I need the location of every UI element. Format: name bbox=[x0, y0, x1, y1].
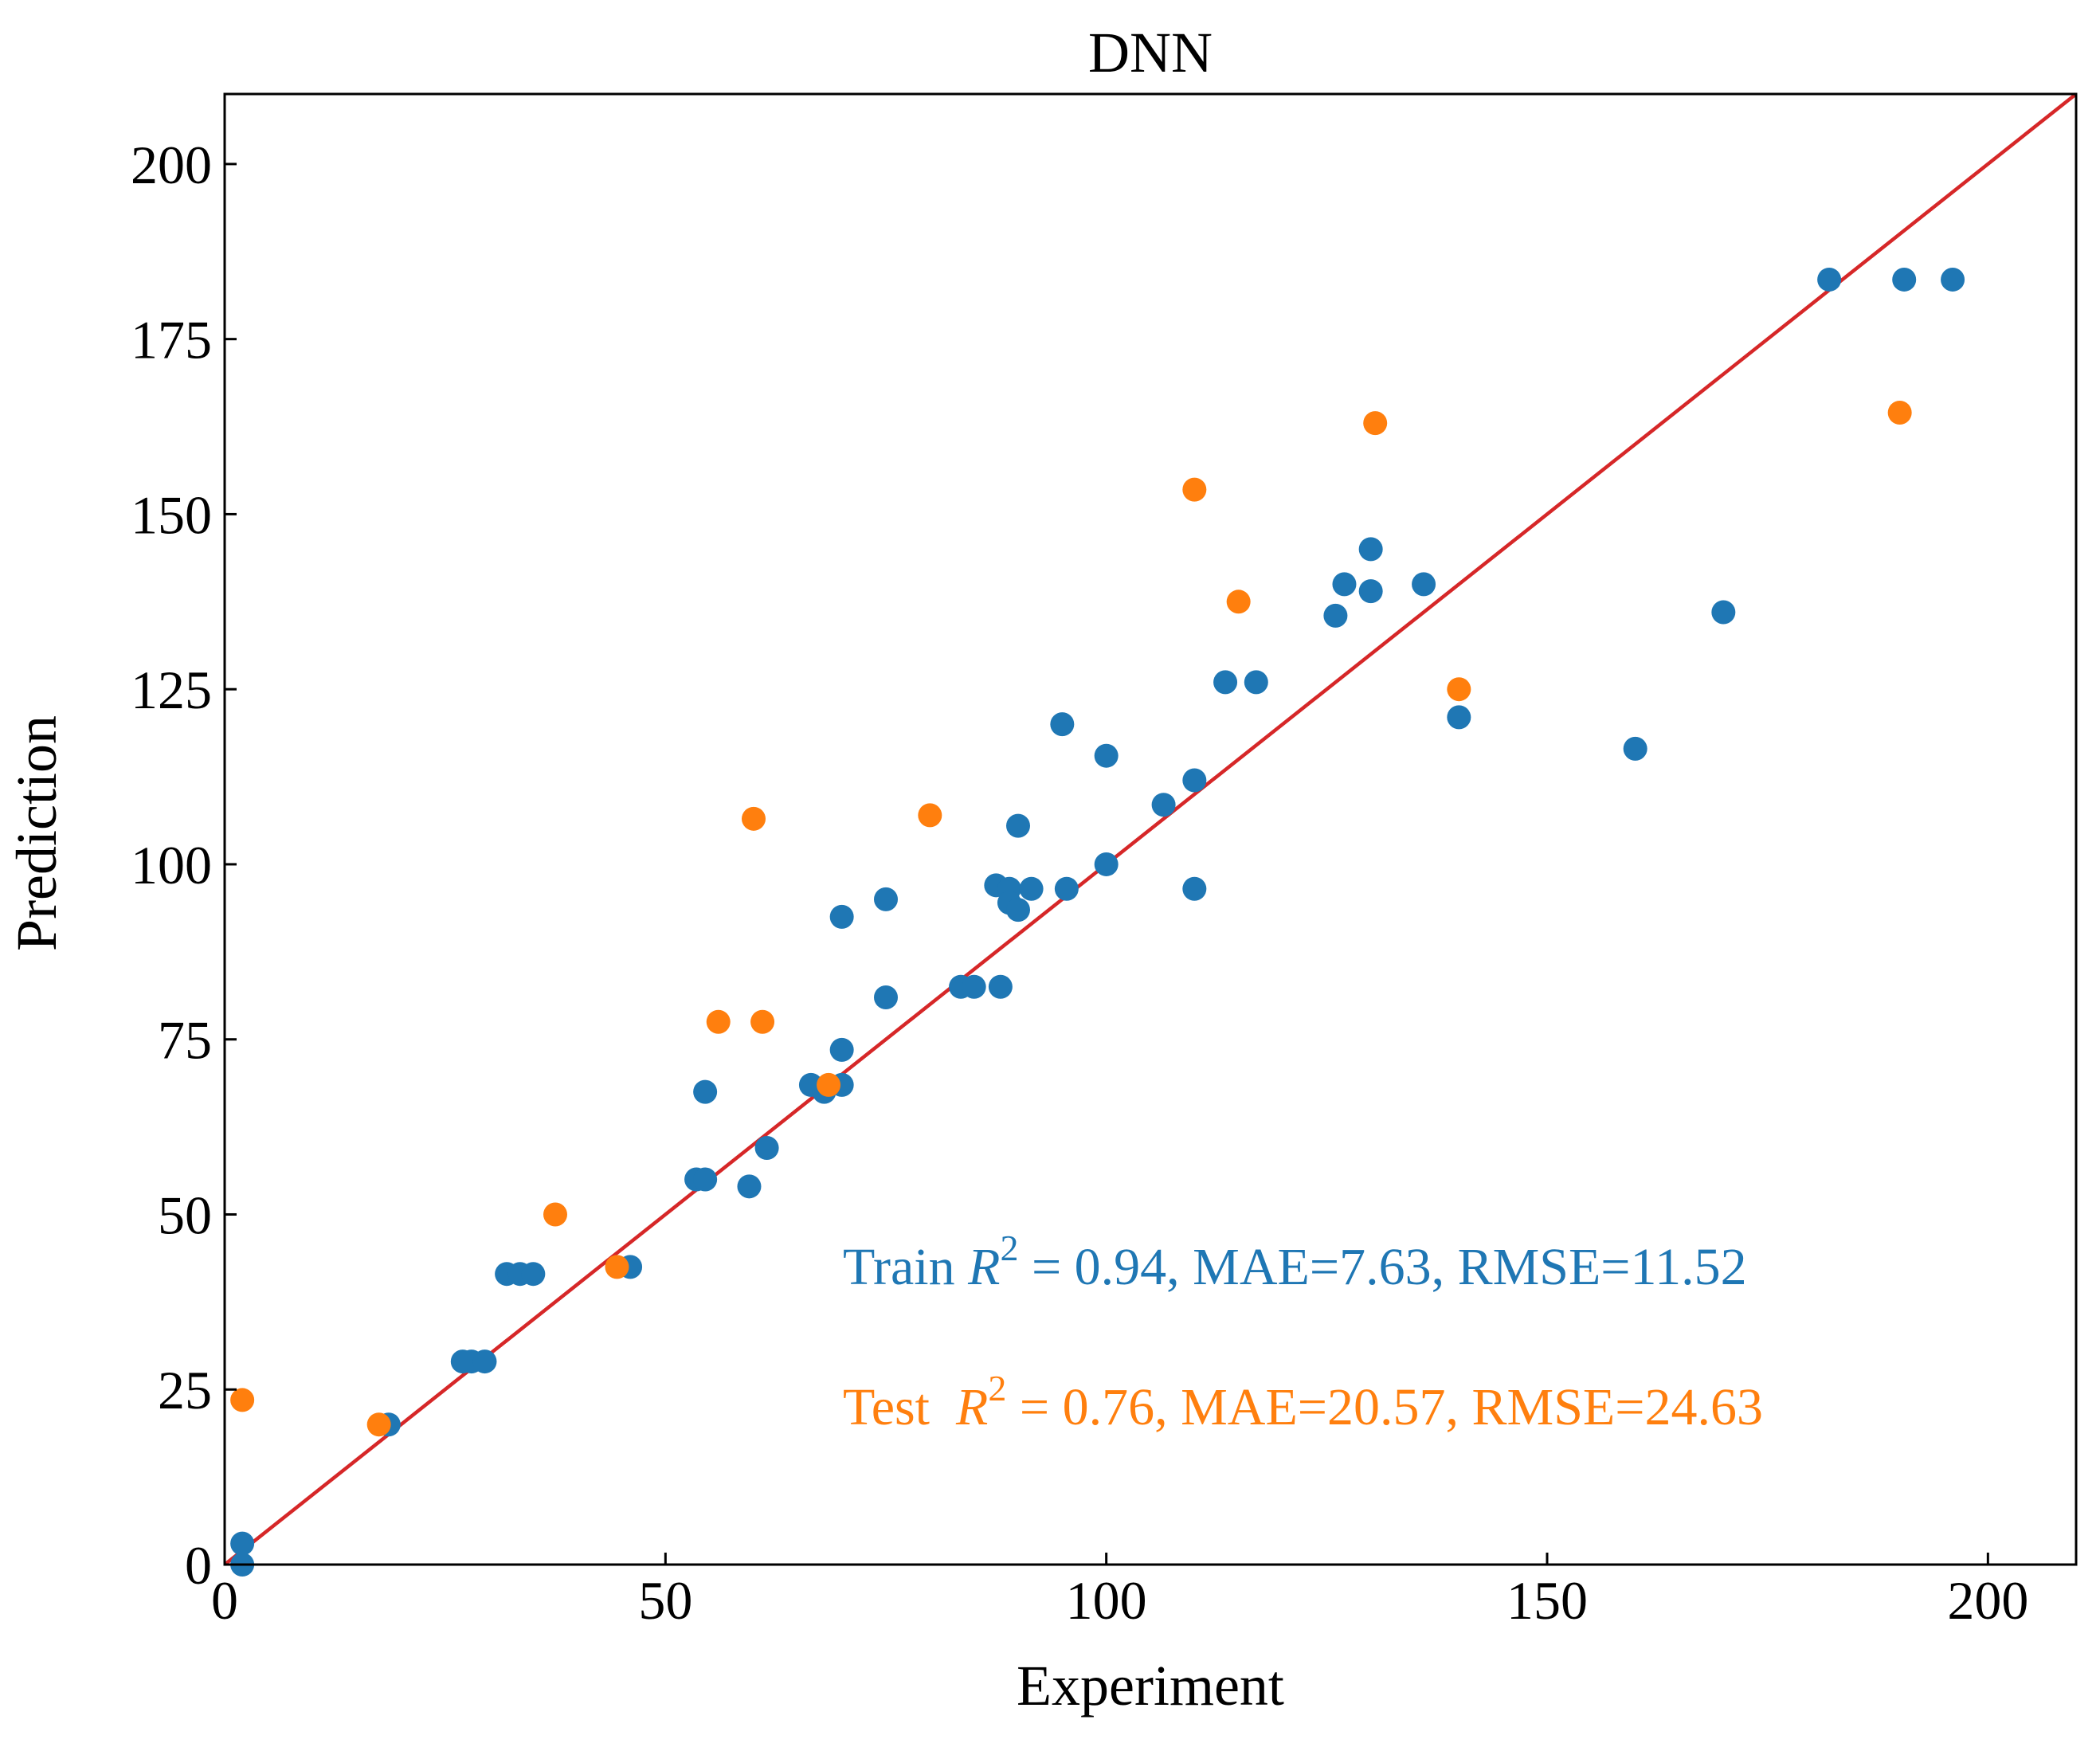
data-point bbox=[230, 1388, 255, 1412]
data-point bbox=[1019, 876, 1044, 901]
annotation-r-symbol: R bbox=[967, 1238, 1000, 1296]
data-point bbox=[1226, 590, 1251, 614]
data-point bbox=[1941, 267, 1965, 292]
x-tick-label: 150 bbox=[1506, 1570, 1588, 1631]
annotation-equals: = bbox=[1006, 1378, 1062, 1436]
data-point bbox=[1151, 793, 1176, 817]
data-point bbox=[1182, 768, 1207, 793]
data-point bbox=[521, 1262, 546, 1287]
data-point bbox=[874, 887, 898, 911]
metrics-annotation-train: Train R2 = 0.94, MAE=7.63, RMSE=11.52 bbox=[843, 1228, 1747, 1296]
data-points-layer bbox=[230, 267, 1965, 1577]
data-point bbox=[1358, 537, 1383, 562]
data-point bbox=[1006, 813, 1030, 838]
x-tick-label: 100 bbox=[1066, 1570, 1147, 1631]
y-tick-label: 50 bbox=[158, 1185, 212, 1245]
data-point bbox=[1332, 572, 1357, 597]
annotation-r2-value: 0.76 bbox=[1063, 1378, 1155, 1436]
x-tick-label: 200 bbox=[1947, 1570, 2028, 1631]
annotation-rmse-prefix: , RMSE= bbox=[1432, 1238, 1631, 1296]
data-point bbox=[1094, 852, 1119, 876]
y-tick-label: 0 bbox=[185, 1535, 212, 1596]
data-point bbox=[737, 1174, 762, 1199]
data-point bbox=[1006, 898, 1030, 922]
data-point bbox=[1050, 712, 1075, 737]
data-point bbox=[706, 1009, 731, 1034]
data-point bbox=[829, 1037, 854, 1062]
annotation-superscript: 2 bbox=[988, 1368, 1006, 1408]
data-point bbox=[1323, 603, 1348, 628]
data-point bbox=[1711, 600, 1736, 625]
data-point bbox=[1447, 705, 1471, 730]
annotation-mae-value: 20.57 bbox=[1327, 1378, 1446, 1436]
y-axis-label: Prediction bbox=[5, 715, 69, 951]
annotation-equals: = bbox=[1018, 1238, 1074, 1296]
y-tick-label: 175 bbox=[131, 310, 212, 370]
data-point bbox=[918, 803, 942, 828]
data-point bbox=[693, 1167, 718, 1192]
x-tick-label: 0 bbox=[211, 1570, 238, 1631]
plot-frame bbox=[223, 92, 2078, 1566]
data-point bbox=[1363, 411, 1388, 436]
data-point bbox=[230, 1531, 255, 1556]
y-tick-label: 75 bbox=[158, 1010, 212, 1071]
identity-reference-line bbox=[223, 92, 2078, 1566]
data-point bbox=[829, 904, 854, 929]
annotation-superscript: 2 bbox=[1000, 1228, 1018, 1268]
data-point bbox=[605, 1255, 629, 1279]
annotation-mae-prefix: , MAE= bbox=[1154, 1378, 1327, 1436]
data-point bbox=[472, 1349, 497, 1374]
annotation-rmse-value: 11.52 bbox=[1631, 1238, 1747, 1296]
data-point bbox=[1447, 677, 1471, 702]
series-0 bbox=[230, 267, 1965, 1577]
data-point bbox=[962, 974, 986, 999]
data-point bbox=[988, 974, 1013, 999]
reference-line-layer bbox=[223, 92, 2078, 1566]
series-1 bbox=[230, 400, 1912, 1437]
metrics-annotations: Train R2 = 0.94, MAE=7.63, RMSE=11.52Tes… bbox=[843, 1228, 1763, 1436]
data-point bbox=[1358, 579, 1383, 604]
annotation-r2-value: 0.94 bbox=[1075, 1238, 1167, 1296]
data-point bbox=[366, 1412, 391, 1437]
data-point bbox=[750, 1009, 775, 1034]
data-point bbox=[742, 806, 766, 831]
axis-ticks-layer: 0 50 100 150 200 0 25 50 75 100 125 150 175 200 bbox=[131, 135, 2028, 1631]
data-point bbox=[1054, 876, 1079, 901]
data-point bbox=[1892, 267, 1917, 292]
annotation-mae-prefix: , MAE= bbox=[1166, 1238, 1339, 1296]
annotation-r-symbol: R bbox=[955, 1378, 988, 1436]
annotation-rmse-value: 24.63 bbox=[1644, 1378, 1763, 1436]
y-tick-label: 100 bbox=[131, 835, 212, 895]
data-point bbox=[1623, 736, 1647, 761]
x-axis-label: Experiment bbox=[1017, 1654, 1284, 1718]
annotation-series-label: Train bbox=[843, 1238, 968, 1296]
data-point bbox=[1817, 267, 1842, 292]
data-point bbox=[1887, 400, 1912, 425]
y-tick-label: 25 bbox=[158, 1360, 212, 1420]
metrics-annotation-test: Test R2 = 0.76, MAE=20.57, RMSE=24.63 bbox=[843, 1368, 1763, 1436]
chart-title: DNN bbox=[1088, 21, 1213, 84]
annotation-mae-value: 7.63 bbox=[1339, 1238, 1432, 1296]
data-point bbox=[874, 985, 898, 1009]
data-point bbox=[1094, 743, 1119, 768]
annotation-series-label: Test bbox=[843, 1378, 956, 1436]
y-tick-label: 150 bbox=[131, 484, 212, 545]
data-point bbox=[817, 1072, 841, 1097]
data-point bbox=[543, 1202, 567, 1227]
data-point bbox=[1213, 670, 1238, 695]
annotation-rmse-prefix: , RMSE= bbox=[1445, 1378, 1644, 1436]
x-tick-label: 50 bbox=[638, 1570, 692, 1631]
y-tick-label: 125 bbox=[131, 660, 212, 720]
y-tick-label: 200 bbox=[131, 135, 212, 195]
data-point bbox=[1412, 572, 1436, 597]
data-point bbox=[754, 1135, 779, 1160]
data-point bbox=[1182, 477, 1207, 502]
data-point bbox=[1182, 876, 1207, 901]
data-point bbox=[693, 1079, 718, 1104]
data-point bbox=[1244, 670, 1268, 695]
